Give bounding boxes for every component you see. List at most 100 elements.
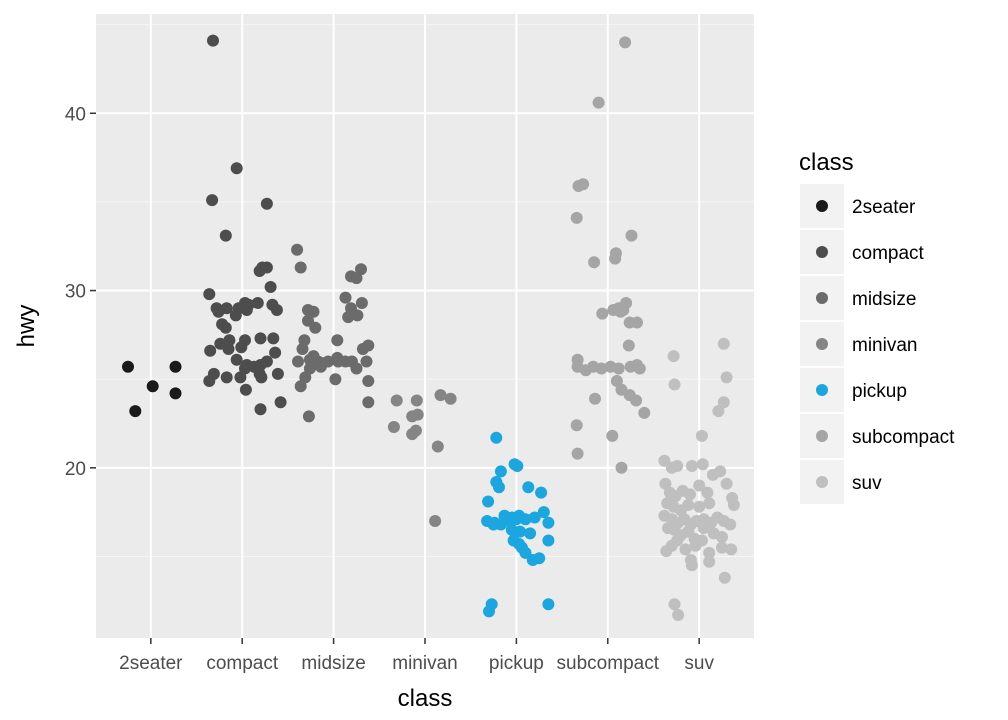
data-point xyxy=(596,307,609,320)
data-point xyxy=(329,373,342,386)
data-point xyxy=(444,392,457,405)
data-point xyxy=(668,598,681,611)
data-point xyxy=(592,96,605,109)
data-point xyxy=(267,332,280,345)
grid-lines xyxy=(96,14,754,638)
data-point xyxy=(720,477,733,490)
data-point xyxy=(668,378,681,391)
data-point xyxy=(229,309,242,322)
y-tick-label: 40 xyxy=(65,104,86,125)
data-point xyxy=(230,353,243,366)
data-point xyxy=(671,534,684,547)
data-point xyxy=(122,360,134,373)
legend-label: midsize xyxy=(852,289,916,310)
legend-label: 2seater xyxy=(852,197,916,218)
data-point xyxy=(254,332,267,345)
data-point xyxy=(671,460,684,472)
data-point xyxy=(720,371,733,384)
data-point xyxy=(431,440,444,453)
data-point xyxy=(685,460,698,472)
x-tick-label: minivan xyxy=(392,653,457,674)
legend-label: pickup xyxy=(852,381,907,402)
y-tick-label: 30 xyxy=(65,282,86,303)
data-point xyxy=(223,334,236,347)
data-point xyxy=(309,321,322,334)
legend: class 2seater compact midsize minivan pickup… xyxy=(799,149,955,504)
data-point xyxy=(230,162,243,175)
data-point xyxy=(727,499,740,511)
data-point xyxy=(360,355,373,368)
legend-marker xyxy=(816,200,828,212)
data-point xyxy=(296,343,309,355)
data-point xyxy=(494,518,507,531)
data-point xyxy=(362,396,375,409)
data-point xyxy=(615,461,628,474)
data-point xyxy=(264,281,277,293)
data-point xyxy=(274,396,287,409)
data-point xyxy=(292,355,304,368)
data-point xyxy=(619,36,632,49)
data-point xyxy=(212,305,225,318)
data-point xyxy=(490,431,503,444)
data-point xyxy=(716,541,728,554)
x-tick-label: subcompact xyxy=(557,653,660,674)
data-point xyxy=(269,346,282,359)
x-tick-label: midsize xyxy=(301,653,365,674)
data-point xyxy=(303,362,316,375)
data-point xyxy=(622,339,635,352)
data-point xyxy=(362,339,375,352)
data-point xyxy=(712,405,725,418)
data-point xyxy=(322,355,335,368)
data-point xyxy=(270,304,283,316)
data-point xyxy=(570,419,583,432)
data-point xyxy=(239,383,252,396)
data-point xyxy=(260,197,273,210)
legend-title: class xyxy=(799,149,854,176)
data-point xyxy=(684,488,696,501)
data-point xyxy=(355,297,368,309)
data-point xyxy=(351,309,364,322)
data-point xyxy=(679,543,692,556)
data-point xyxy=(350,362,363,375)
x-tick-label: pickup xyxy=(489,653,544,674)
data-point xyxy=(207,34,219,47)
data-point xyxy=(542,598,555,611)
x-tick-label: compact xyxy=(206,653,279,674)
data-point xyxy=(695,534,708,547)
data-point xyxy=(658,454,671,467)
data-point xyxy=(255,371,268,384)
data-point xyxy=(542,516,555,529)
data-point xyxy=(718,571,731,584)
data-point xyxy=(614,305,627,318)
legend-label: subcompact xyxy=(852,427,955,448)
data-point xyxy=(685,559,698,572)
x-tick-label: suv xyxy=(684,653,714,674)
data-point xyxy=(672,609,685,621)
data-point xyxy=(625,229,638,242)
data-point xyxy=(302,410,315,423)
data-point xyxy=(390,394,403,407)
data-point xyxy=(387,421,400,433)
data-point xyxy=(482,495,495,508)
data-point xyxy=(667,350,680,363)
data-point xyxy=(577,178,590,191)
data-point xyxy=(638,406,651,419)
data-point xyxy=(260,355,273,368)
data-point xyxy=(219,229,232,242)
data-point xyxy=(519,513,532,526)
data-point xyxy=(331,351,344,364)
data-point xyxy=(339,291,352,304)
data-point xyxy=(610,375,623,387)
legend-marker xyxy=(816,246,828,258)
data-point xyxy=(695,429,708,442)
data-point xyxy=(294,261,307,274)
data-point xyxy=(203,288,216,301)
data-point xyxy=(406,428,419,441)
data-point xyxy=(434,389,447,402)
data-point xyxy=(631,316,643,329)
data-point xyxy=(725,543,738,556)
legend-label: suv xyxy=(852,473,882,494)
data-point xyxy=(606,429,619,442)
data-point xyxy=(524,527,537,540)
data-point xyxy=(350,272,363,285)
